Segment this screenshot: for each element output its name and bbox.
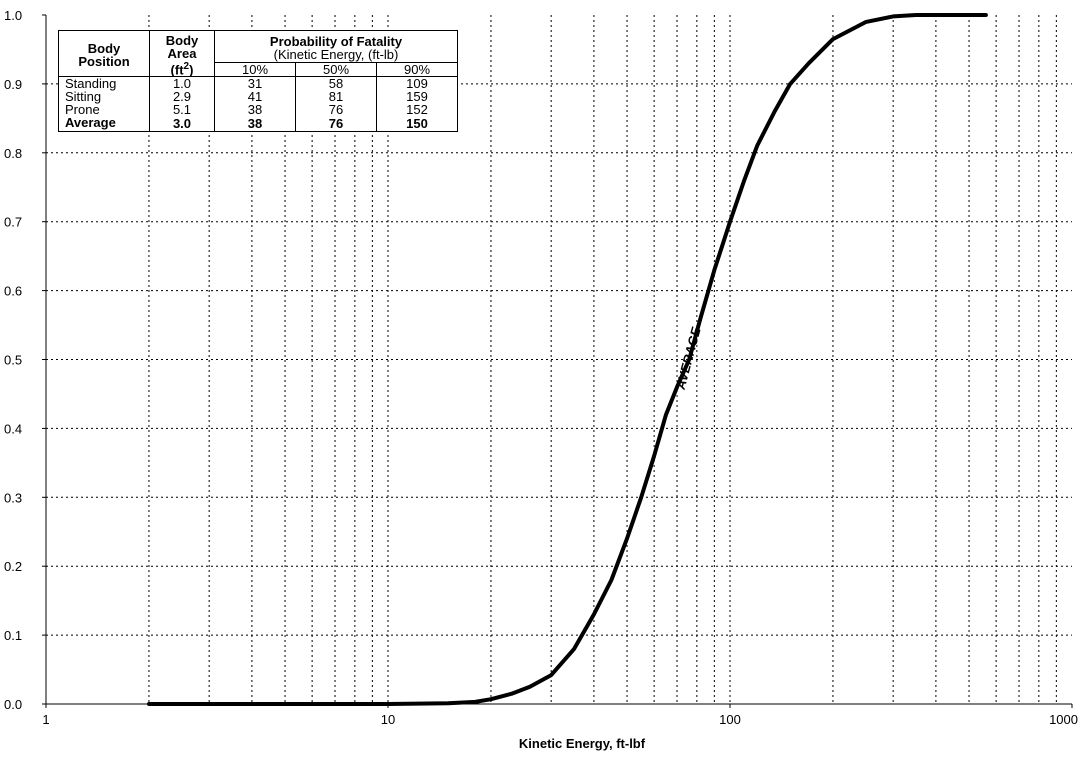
header-p90: 90% (376, 62, 458, 77)
y-tick-label: 1.0 (4, 8, 22, 23)
y-tick-label: 0.4 (4, 421, 22, 436)
cell-p50: 76 (295, 103, 377, 117)
cell-p10: 31 (214, 76, 296, 91)
cell-p90: 109 (376, 76, 458, 91)
y-tick-label: 0.6 (4, 284, 22, 299)
header-p50: 50% (295, 62, 377, 77)
series-line-average (147, 13, 988, 706)
x-tick-label: 1000 (1049, 712, 1078, 727)
cell-p90: 159 (376, 90, 458, 104)
y-tick-label: 0.0 (4, 697, 22, 712)
cell-p50: 76 (295, 116, 377, 132)
header-prob-sub: (Kinetic Energy, (ft-lb) (273, 46, 399, 62)
x-tick-labels: 1 10 100 1000 (42, 712, 1078, 727)
table-row: Prone 5.1 38 76 152 (59, 102, 458, 118)
header-prob-title: Probability of Fatality (269, 33, 403, 49)
cell-p10: 38 (214, 103, 296, 117)
cell-area: 3.0 (149, 116, 215, 132)
y-tick-label: 0.3 (4, 490, 22, 505)
cell-p50: 58 (295, 76, 377, 91)
cell-area: 1.0 (149, 76, 215, 91)
cell-p50: 81 (295, 90, 377, 104)
x-tick-label: 1 (42, 712, 49, 727)
y-tick-label: 0.5 (4, 353, 22, 368)
header-probability: Probability of Fatality (Kinetic Energy,… (214, 30, 458, 63)
cell-area: 2.9 (149, 90, 215, 104)
cell-position: Standing (58, 76, 150, 91)
header-body-position: Body Position (78, 41, 130, 70)
header-p10: 10% (214, 62, 296, 77)
cell-p10: 38 (214, 116, 296, 132)
cell-p90: 150 (376, 116, 458, 132)
cell-position: Sitting (65, 89, 102, 105)
y-tick-label: 0.7 (4, 215, 22, 230)
table-row: Standing 1.0 31 58 109 (58, 76, 458, 91)
y-tick-label: 0.9 (4, 77, 22, 92)
y-tick-label: 0.1 (4, 628, 22, 643)
y-tick-labels: 0.0 0.1 0.2 0.3 0.4 0.5 0.6 0.7 0.8 0.9 1.0 (4, 8, 22, 712)
x-axis-title: Kinetic Energy, ft-lbf (519, 736, 646, 751)
header-area-line1: Body Area (165, 33, 199, 61)
cell-position: Average (65, 115, 116, 131)
cell-p10: 41 (214, 90, 296, 104)
y-tick-label: 0.8 (4, 146, 22, 161)
table-row: Sitting 2.9 41 81 159 (59, 89, 458, 105)
x-tick-label: 10 (381, 712, 395, 727)
x-tick-label: 100 (719, 712, 741, 727)
header-body-area: Body Area (ft2) (149, 30, 215, 78)
cell-position: Prone (65, 102, 100, 118)
cell-area: 5.1 (149, 103, 215, 117)
cell-p90: 152 (376, 103, 458, 117)
table-row: Average 3.0 38 76 150 (59, 116, 458, 132)
header-area-close: ) (189, 62, 194, 78)
fatality-table: Body Position Body Area (ft2) Probabilit… (58, 30, 458, 133)
header-area-exp: 2 (183, 61, 190, 72)
header-area-unit: (ft (170, 62, 184, 78)
y-tick-label: 0.2 (4, 559, 22, 574)
